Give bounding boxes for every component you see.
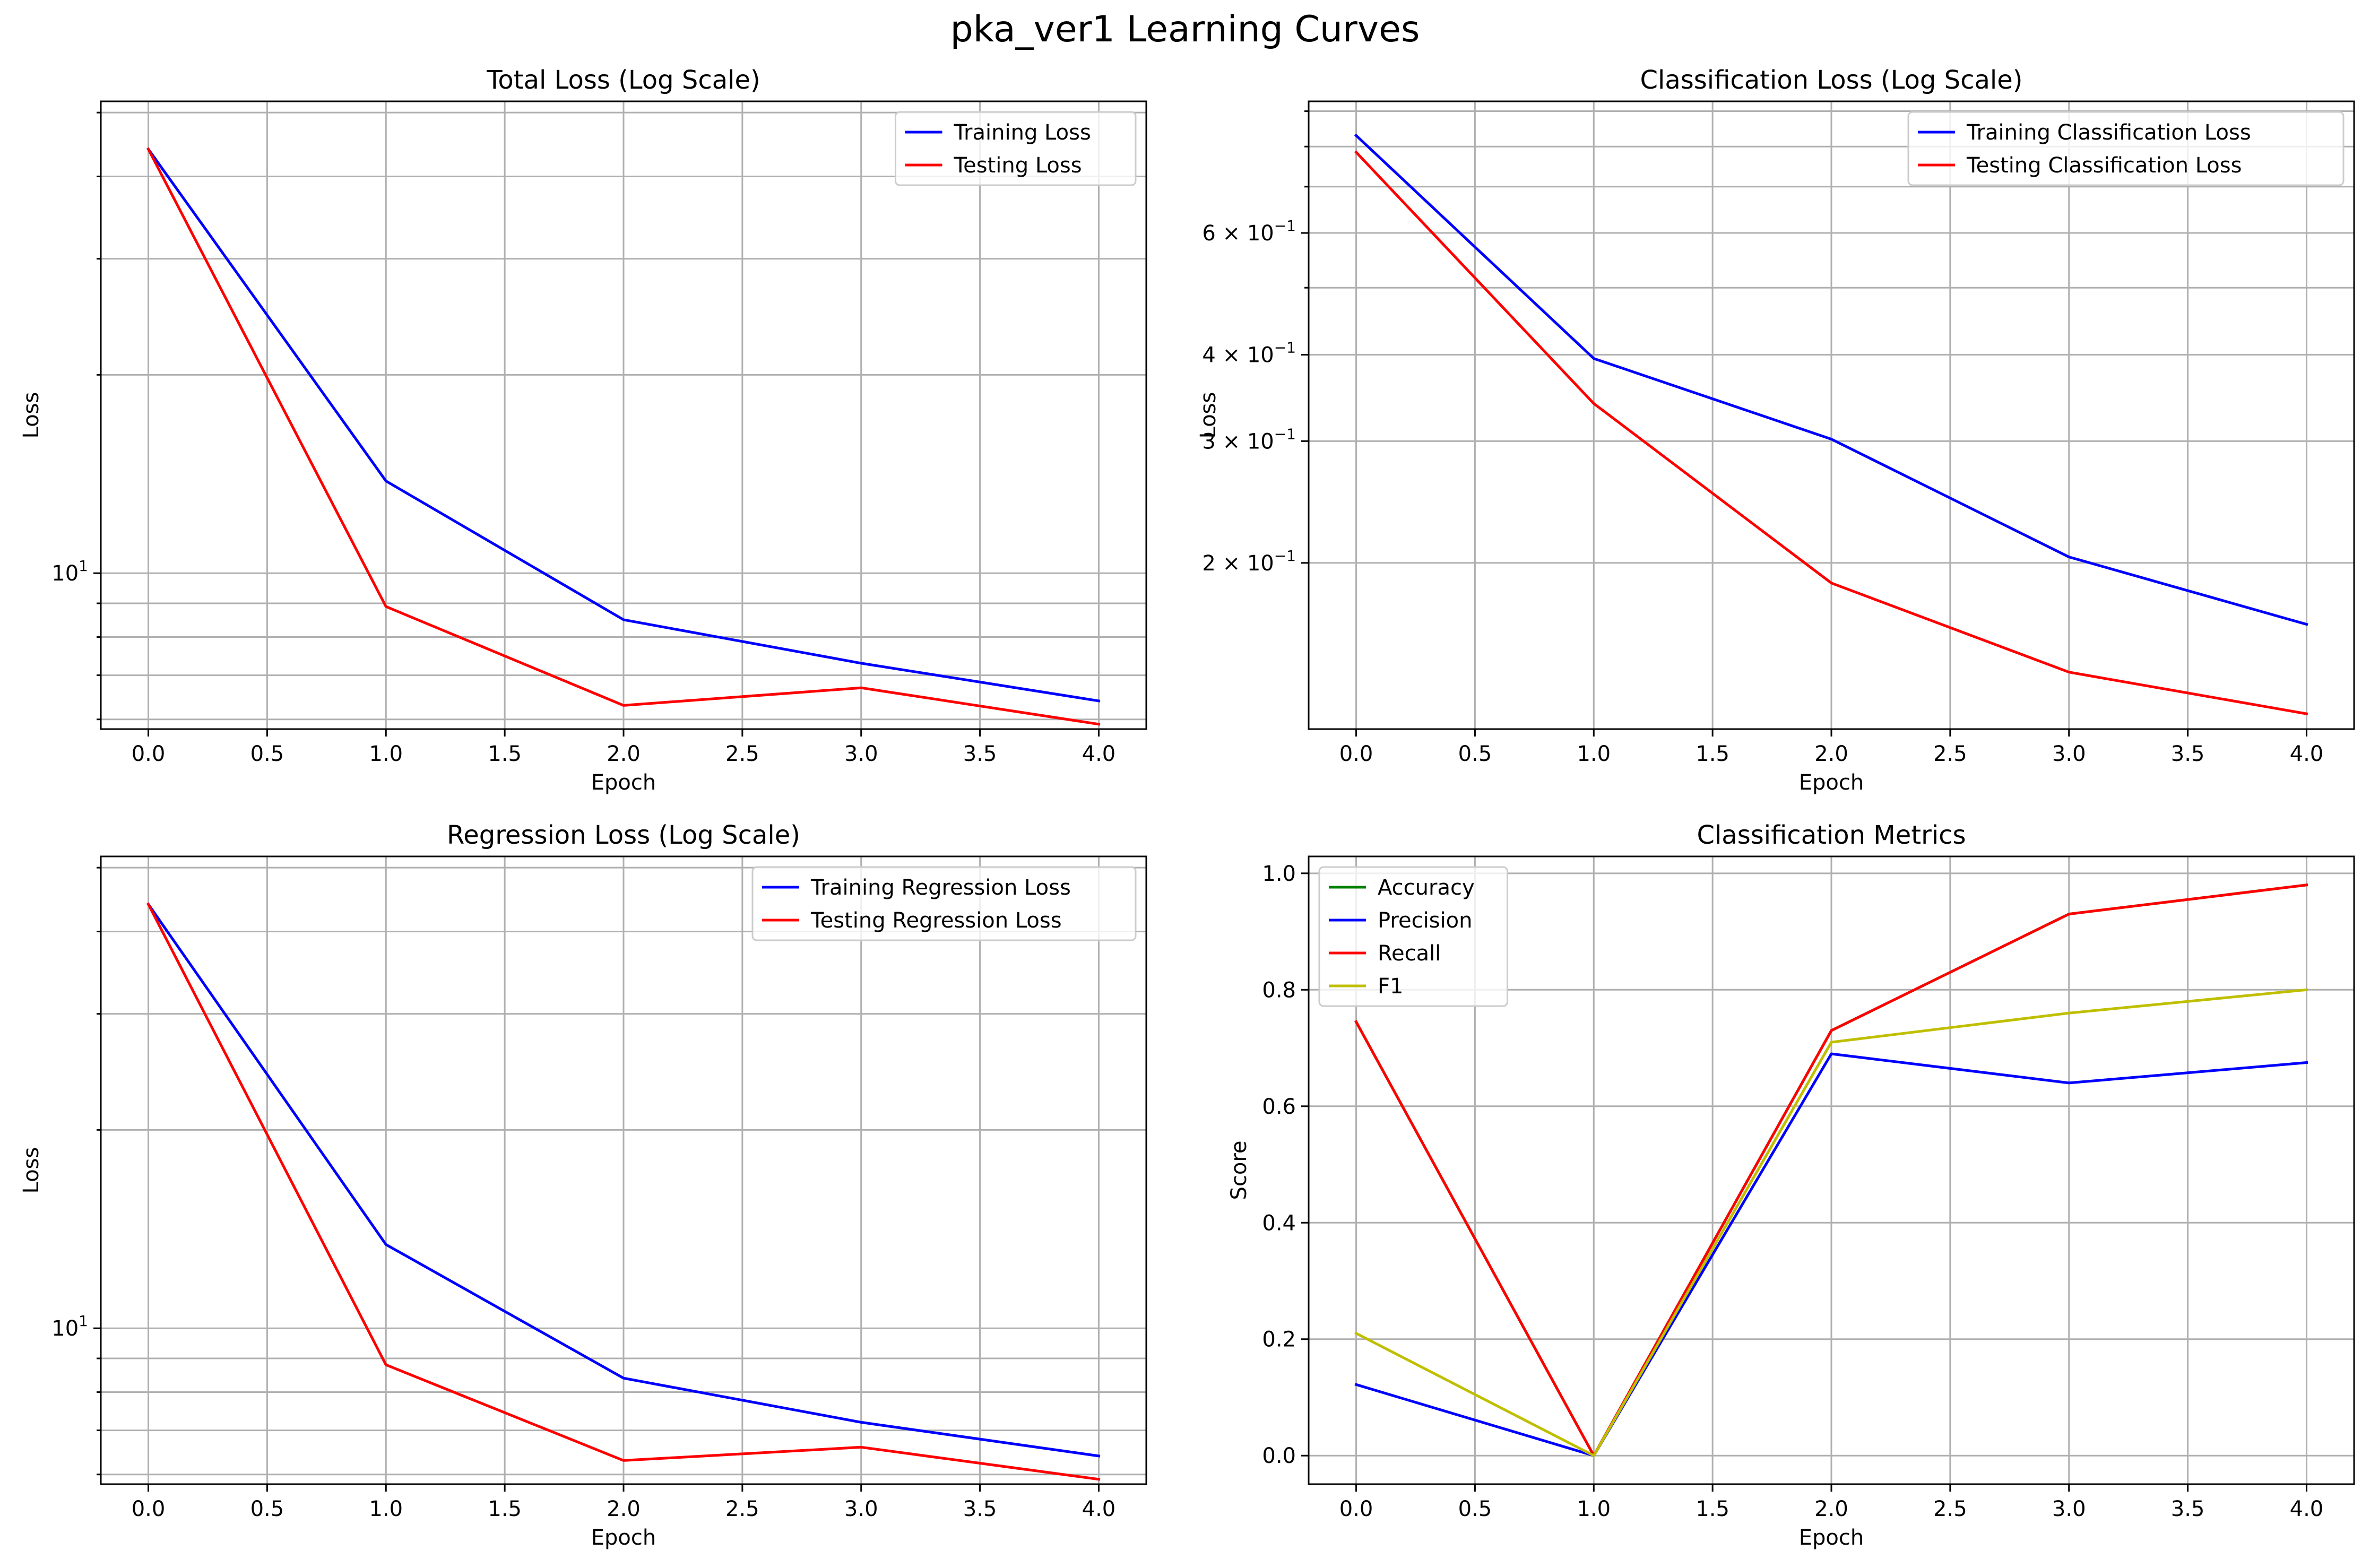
x-tick-label: 3.5 bbox=[963, 742, 997, 766]
subplot-title: Regression Loss (Log Scale) bbox=[447, 820, 800, 850]
y-axis-label: Loss bbox=[1196, 392, 1221, 439]
y-tick-label: 101 bbox=[51, 557, 88, 586]
series-line-testing-regression-loss bbox=[146, 902, 1101, 1481]
series-line-f1 bbox=[1354, 988, 2308, 1457]
legend-label: Testing Classification Loss bbox=[1966, 153, 2242, 178]
legend-box bbox=[751, 866, 1137, 941]
x-tick-label: 2.5 bbox=[1933, 742, 1967, 766]
subplot-4: 0.0 0.5 1.0 1.5 2.0 2.5 3.0 3.5 4.0 0.0 0.2 0.4 0.6 0… bbox=[1227, 820, 2355, 1550]
legend: Training Loss Testing Loss bbox=[895, 111, 1137, 186]
y-tick-label: 4 × 10−1 bbox=[1202, 339, 1296, 368]
figure-title: pka_ver1 Learning Curves bbox=[950, 8, 1420, 50]
y-tick-label: 101 bbox=[51, 1312, 88, 1341]
x-tick-label: 1.0 bbox=[369, 742, 403, 766]
x-tick-label: 0.0 bbox=[132, 742, 166, 766]
y-axis-label: Loss bbox=[19, 392, 44, 439]
x-tick-label: 1.0 bbox=[369, 1497, 403, 1521]
x-tick-label: 3.0 bbox=[2052, 1497, 2086, 1521]
x-tick-label: 1.5 bbox=[1696, 742, 1729, 766]
y-tick-label: 0.4 bbox=[1262, 1211, 1296, 1235]
x-tick-label: 4.0 bbox=[1082, 742, 1116, 766]
x-tick-label: 4.0 bbox=[2290, 742, 2324, 766]
legend-label: Precision bbox=[1378, 908, 1472, 933]
legend-label: Training Regression Loss bbox=[810, 876, 1071, 900]
legend: Training Classification Loss Testing Clas… bbox=[1907, 111, 2345, 186]
x-tick-label: 4.0 bbox=[1082, 1497, 1116, 1521]
x-axis-label: Epoch bbox=[1799, 770, 1864, 795]
x-tick-label: 1.5 bbox=[488, 742, 522, 766]
series-line-precision bbox=[1354, 1052, 2308, 1457]
y-tick-label: 3 × 10−1 bbox=[1202, 425, 1296, 454]
x-tick-label: 0.0 bbox=[1339, 742, 1373, 766]
subplot-1: 0.0 0.5 1.0 1.5 2.0 2.5 3.0 3.5 4.0 101 Total Loss… bbox=[19, 65, 1147, 795]
x-tick-label: 2.0 bbox=[607, 1497, 641, 1521]
legend: Accuracy Precision Recall F1 bbox=[1318, 866, 1508, 1007]
legend-box bbox=[1907, 111, 2345, 186]
legend-label: Training Classification Loss bbox=[1966, 120, 2251, 145]
legend: Training Regression Loss Testing Regressi… bbox=[751, 866, 1137, 941]
x-tick-label: 0.0 bbox=[1339, 1497, 1373, 1521]
x-tick-label: 0.5 bbox=[250, 742, 284, 766]
axes-frame bbox=[1308, 100, 2355, 730]
y-tick-label: 2 × 10−1 bbox=[1202, 547, 1296, 576]
y-axis-label: Loss bbox=[19, 1147, 44, 1194]
x-tick-label: 3.0 bbox=[844, 742, 878, 766]
x-tick-label: 0.0 bbox=[132, 1497, 166, 1521]
x-tick-label: 3.5 bbox=[2171, 1497, 2205, 1521]
x-tick-label: 1.0 bbox=[1577, 742, 1611, 766]
y-axis-label: Score bbox=[1227, 1140, 1251, 1200]
y-tick-label: 0.6 bbox=[1262, 1095, 1296, 1119]
x-tick-label: 4.0 bbox=[2290, 1497, 2324, 1521]
y-tick-label: 6 × 10−1 bbox=[1202, 217, 1296, 246]
axes-frame bbox=[1308, 855, 2355, 1485]
x-axis-label: Epoch bbox=[1799, 1526, 1864, 1550]
subplot-3: 0.0 0.5 1.0 1.5 2.0 2.5 3.0 3.5 4.0 101 Regression… bbox=[19, 820, 1147, 1550]
subplot-title: Total Loss (Log Scale) bbox=[486, 65, 760, 95]
x-tick-label: 3.0 bbox=[2052, 742, 2086, 766]
legend-label: Testing Loss bbox=[954, 153, 1082, 178]
x-axis-label: Epoch bbox=[591, 770, 656, 795]
legend-label: Training Loss bbox=[954, 120, 1091, 145]
legend-label: Recall bbox=[1378, 941, 1441, 966]
series-line-recall bbox=[1354, 883, 2308, 1457]
y-tick-label: 1.0 bbox=[1262, 862, 1296, 886]
y-tick-label: 0.8 bbox=[1262, 978, 1296, 1002]
series-line-testing-classification-loss bbox=[1354, 150, 2308, 716]
legend-label: Testing Regression Loss bbox=[810, 908, 1062, 933]
x-tick-label: 0.5 bbox=[250, 1497, 284, 1521]
subplot-title: Classification Loss (Log Scale) bbox=[1640, 65, 2023, 95]
legend-box bbox=[1318, 866, 1508, 1007]
x-tick-label: 1.0 bbox=[1577, 1497, 1611, 1521]
x-tick-label: 2.0 bbox=[607, 742, 641, 766]
x-tick-label: 1.5 bbox=[1696, 1497, 1729, 1521]
legend-label: F1 bbox=[1378, 974, 1403, 999]
x-tick-label: 0.5 bbox=[1458, 742, 1492, 766]
x-tick-label: 3.5 bbox=[963, 1497, 997, 1521]
x-tick-label: 0.5 bbox=[1458, 1497, 1492, 1521]
legend-box bbox=[895, 111, 1137, 186]
x-tick-label: 1.5 bbox=[488, 1497, 522, 1521]
legend-label: Accuracy bbox=[1378, 876, 1475, 900]
series-line-training-regression-loss bbox=[146, 902, 1101, 1458]
y-tick-label: 0.0 bbox=[1262, 1444, 1296, 1468]
axes-frame bbox=[100, 855, 1147, 1485]
subplot-2: 0.0 0.5 1.0 1.5 2.0 2.5 3.0 3.5 4.0 2 × 10−1 3 × 1… bbox=[1196, 65, 2355, 795]
x-tick-label: 2.0 bbox=[1814, 1497, 1848, 1521]
x-tick-label: 3.0 bbox=[844, 1497, 878, 1521]
series-line-training-loss bbox=[146, 147, 1101, 703]
x-tick-label: 2.5 bbox=[725, 742, 759, 766]
y-tick-label: 0.2 bbox=[1262, 1328, 1296, 1352]
subplot-title: Classification Metrics bbox=[1697, 820, 1966, 850]
series-line-testing-loss bbox=[146, 147, 1101, 726]
x-axis-label: Epoch bbox=[591, 1526, 656, 1550]
x-tick-label: 2.5 bbox=[1933, 1497, 1967, 1521]
x-tick-label: 2.0 bbox=[1814, 742, 1848, 766]
x-tick-label: 3.5 bbox=[2171, 742, 2205, 766]
x-tick-label: 2.5 bbox=[725, 1497, 759, 1521]
axes-frame bbox=[100, 100, 1147, 730]
series-line-training-classification-loss bbox=[1354, 133, 2308, 626]
